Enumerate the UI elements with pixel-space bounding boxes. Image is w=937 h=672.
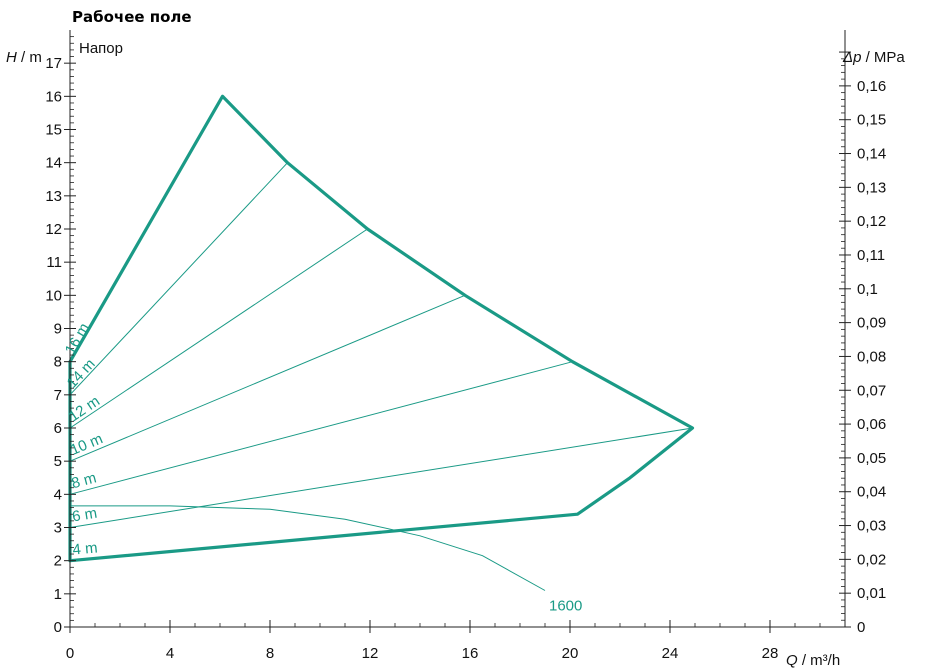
constant-head-label: 8 m xyxy=(70,469,99,492)
y-tick-label: 4 xyxy=(54,486,62,503)
constant-head-line xyxy=(69,294,466,462)
y-tick-label: 6 xyxy=(54,420,62,437)
system-curve xyxy=(70,505,546,591)
constant-head-line xyxy=(69,427,693,528)
x-axis-unit: / m³/h xyxy=(798,652,841,669)
y2-axis-var: Δp xyxy=(842,49,861,66)
y-tick-label: 5 xyxy=(54,453,62,470)
y2-tick-label: 0,03 xyxy=(857,518,886,535)
chart-title: Рабочее поле xyxy=(72,8,192,26)
y2-tick-label: 0,05 xyxy=(857,450,886,467)
y-tick-label: 12 xyxy=(45,221,62,238)
x-tick-label: 28 xyxy=(762,645,779,662)
y-tick-label: 15 xyxy=(45,122,62,139)
y-tick-label: 9 xyxy=(54,321,62,338)
y-tick-label: 3 xyxy=(54,520,62,537)
y-axis-unit: / m xyxy=(17,49,42,66)
y2-tick-label: 0,04 xyxy=(857,484,886,501)
x-tick-label: 0 xyxy=(66,645,74,662)
x-tick-label: 4 xyxy=(166,645,174,662)
constant-head-label: 6 m xyxy=(71,505,98,526)
x-tick-label: 20 xyxy=(562,645,579,662)
constant-head-label: 4 m xyxy=(72,539,98,558)
system-curve-label: 1600 xyxy=(549,598,582,615)
y2-tick-label: 0,14 xyxy=(857,146,886,163)
y2-tick-label: 0,08 xyxy=(857,348,886,365)
constant-head-line xyxy=(69,162,288,396)
y2-tick-label: 0,02 xyxy=(857,551,886,568)
x-tick-label: 24 xyxy=(662,645,679,662)
y-tick-label: 0 xyxy=(54,619,62,636)
y2-tick-label: 0,15 xyxy=(857,112,886,129)
working-field-envelope xyxy=(68,94,695,563)
y2-tick-label: 0,1 xyxy=(857,281,878,298)
constant-head-line xyxy=(69,361,573,495)
y-tick-label: 17 xyxy=(45,55,62,72)
panel-label: Напор xyxy=(79,40,123,57)
constant-head-line xyxy=(69,228,368,429)
x-tick-label: 12 xyxy=(362,645,379,662)
y-tick-label: 8 xyxy=(54,354,62,371)
x-axis-var: Q xyxy=(786,652,798,669)
y2-tick-label: 0 xyxy=(857,619,865,636)
y-tick-label: 11 xyxy=(46,254,62,271)
y2-tick-label: 0,01 xyxy=(857,585,886,602)
y2-axis-unit: / MPa xyxy=(861,49,905,66)
y2-tick-label: 0,06 xyxy=(857,416,886,433)
y-tick-label: 14 xyxy=(45,155,62,172)
x-axis-label: Q / m³/h xyxy=(786,652,840,669)
y-axis-var: H xyxy=(6,49,17,66)
y2-tick-label: 0,11 xyxy=(857,247,885,264)
y2-tick-label: 0,16 xyxy=(857,78,886,95)
x-tick-label: 8 xyxy=(266,645,274,662)
y-tick-label: 16 xyxy=(45,88,62,105)
constant-head-label: 16 m xyxy=(62,320,93,357)
y2-tick-label: 0,07 xyxy=(857,382,886,399)
y-tick-label: 10 xyxy=(45,287,62,304)
y-tick-label: 7 xyxy=(54,387,62,404)
y2-tick-label: 0,13 xyxy=(857,179,886,196)
y2-tick-label: 0,12 xyxy=(857,213,886,230)
y-tick-label: 2 xyxy=(54,553,62,570)
y2-tick-label: 0,09 xyxy=(857,315,886,332)
y-tick-label: 13 xyxy=(45,188,62,205)
x-tick-label: 16 xyxy=(462,645,479,662)
y-tick-label: 1 xyxy=(54,586,62,603)
y-axis-label: H / m xyxy=(6,49,42,66)
y2-axis-label: Δp / MPa xyxy=(842,49,905,66)
